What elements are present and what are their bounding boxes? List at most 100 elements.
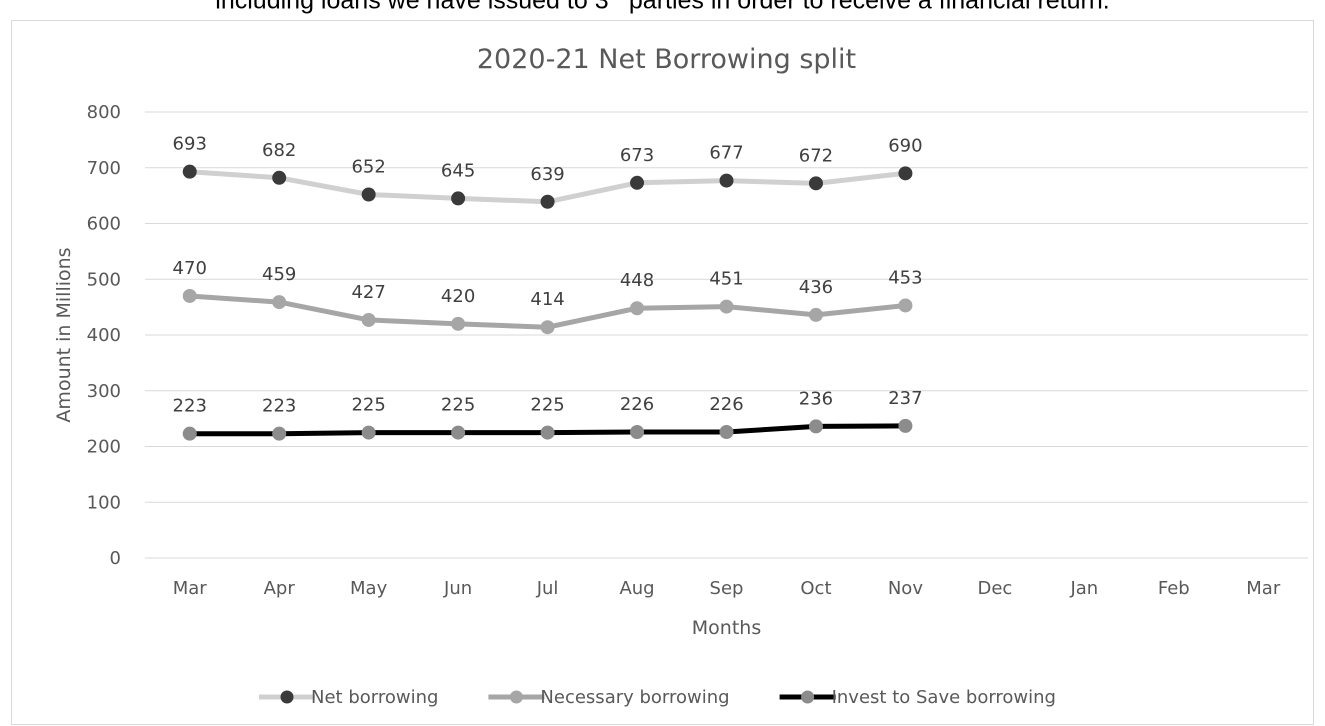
data-label: 459	[262, 264, 296, 285]
data-label: 690	[888, 135, 922, 156]
y-tick-label: 100	[87, 492, 121, 513]
data-label: 414	[530, 289, 564, 310]
x-tick-label: Dec	[977, 578, 1012, 599]
data-label: 451	[709, 269, 743, 290]
y-tick-label: 500	[87, 269, 121, 290]
chart-title: 2020-21 Net Borrowing split	[477, 44, 856, 75]
data-point	[808, 419, 823, 434]
document-text-after: parties in order to receive a financial …	[621, 0, 1110, 15]
x-tick-label: Oct	[800, 578, 831, 599]
chart-frame	[11, 20, 1314, 725]
legend-swatch-marker	[280, 690, 294, 704]
x-axis-label: Months	[692, 617, 761, 639]
y-tick-label: 700	[87, 158, 121, 179]
x-tick-label: Feb	[1158, 578, 1190, 599]
document-text-line: including loans we have issued to 3rd pa…	[0, 0, 1325, 20]
legend-label: Net borrowing	[311, 687, 438, 708]
data-point	[361, 312, 376, 327]
legend-item-1: Necessary borrowing	[488, 687, 730, 708]
data-point	[630, 301, 645, 316]
series-0: 693 682 652 645 639 673 677 672 690	[173, 134, 923, 209]
x-tick-label: Apr	[264, 578, 296, 599]
x-tick-label: Sep	[710, 578, 744, 599]
data-label: 448	[620, 270, 654, 291]
data-point	[719, 299, 734, 314]
data-point	[451, 316, 466, 331]
data-label: 226	[709, 394, 743, 415]
data-label: 225	[530, 395, 564, 416]
legend-swatch-marker	[509, 690, 523, 704]
data-label: 225	[351, 395, 385, 416]
x-tick-label: Jun	[443, 578, 472, 599]
data-label: 427	[351, 282, 385, 303]
data-point	[182, 426, 197, 441]
data-label: 639	[530, 164, 564, 185]
x-tick-label: Mar	[1246, 578, 1281, 599]
data-label: 693	[173, 134, 207, 155]
data-point	[451, 191, 466, 206]
data-label: 672	[799, 145, 833, 166]
data-point	[272, 426, 287, 441]
legend-item-0: Net borrowing	[259, 687, 438, 708]
x-tick-label: Mar	[173, 578, 208, 599]
legend-item-2: Invest to Save borrowing	[779, 687, 1056, 708]
data-point	[361, 425, 376, 440]
data-point	[182, 164, 197, 179]
gridlines	[145, 111, 1308, 559]
document-text-superscript: rd	[609, 0, 622, 3]
data-label: 236	[799, 388, 833, 409]
y-tick-label: 400	[87, 325, 121, 346]
data-label: 225	[441, 395, 475, 416]
data-point	[451, 425, 466, 440]
series-2: 223 223 225 225 225 226 226 236 237	[173, 388, 923, 441]
data-point	[540, 320, 555, 335]
x-axis-ticks: Mar Apr May Jun Jul Aug Sep Oct Nov Dec Jan Feb Mar	[173, 578, 1281, 599]
data-label: 223	[262, 396, 296, 417]
data-point	[898, 166, 913, 181]
legend-swatch-marker	[801, 690, 815, 704]
data-point	[719, 425, 734, 440]
x-tick-label: Aug	[619, 578, 654, 599]
data-point	[808, 307, 823, 322]
data-label: 677	[709, 143, 743, 164]
data-label: 226	[620, 394, 654, 415]
data-label: 453	[888, 267, 922, 288]
y-tick-label: 600	[87, 214, 121, 235]
y-tick-label: 200	[87, 437, 121, 458]
y-axis-ticks: 0 100 200 300 400 500 600 700 800	[87, 102, 121, 569]
legend-label: Necessary borrowing	[540, 687, 729, 708]
data-label: 645	[441, 160, 475, 181]
data-label: 420	[441, 286, 475, 307]
data-point	[272, 170, 287, 185]
data-point	[540, 194, 555, 209]
x-tick-label: Jan	[1069, 578, 1098, 599]
y-tick-label: 800	[87, 102, 121, 123]
data-point	[182, 288, 197, 303]
data-label: 470	[173, 258, 207, 279]
y-tick-label: 300	[87, 381, 121, 402]
data-point	[719, 173, 734, 188]
data-label: 652	[351, 157, 385, 178]
data-label: 223	[173, 396, 207, 417]
data-point	[898, 298, 913, 313]
data-point	[630, 175, 645, 190]
legend: Net borrowing Necessary borrowing Invest t…	[259, 687, 1056, 708]
data-point	[272, 295, 287, 310]
y-axis-label: Amount in Millions	[53, 247, 75, 422]
data-point	[630, 425, 645, 440]
data-label: 436	[799, 277, 833, 298]
data-point	[361, 187, 376, 202]
series-1: 470 459 427 420 414 448 451 436 453	[173, 258, 923, 335]
y-tick-label: 0	[110, 548, 121, 569]
x-tick-label: Nov	[888, 578, 923, 599]
data-point	[540, 425, 555, 440]
document-text-before: including loans we have issued to 3	[215, 0, 609, 15]
data-label: 237	[888, 388, 922, 409]
data-point	[808, 176, 823, 191]
data-label: 673	[620, 145, 654, 166]
x-tick-label: May	[350, 578, 388, 599]
legend-label: Invest to Save borrowing	[832, 687, 1056, 708]
x-tick-label: Jul	[536, 578, 559, 599]
